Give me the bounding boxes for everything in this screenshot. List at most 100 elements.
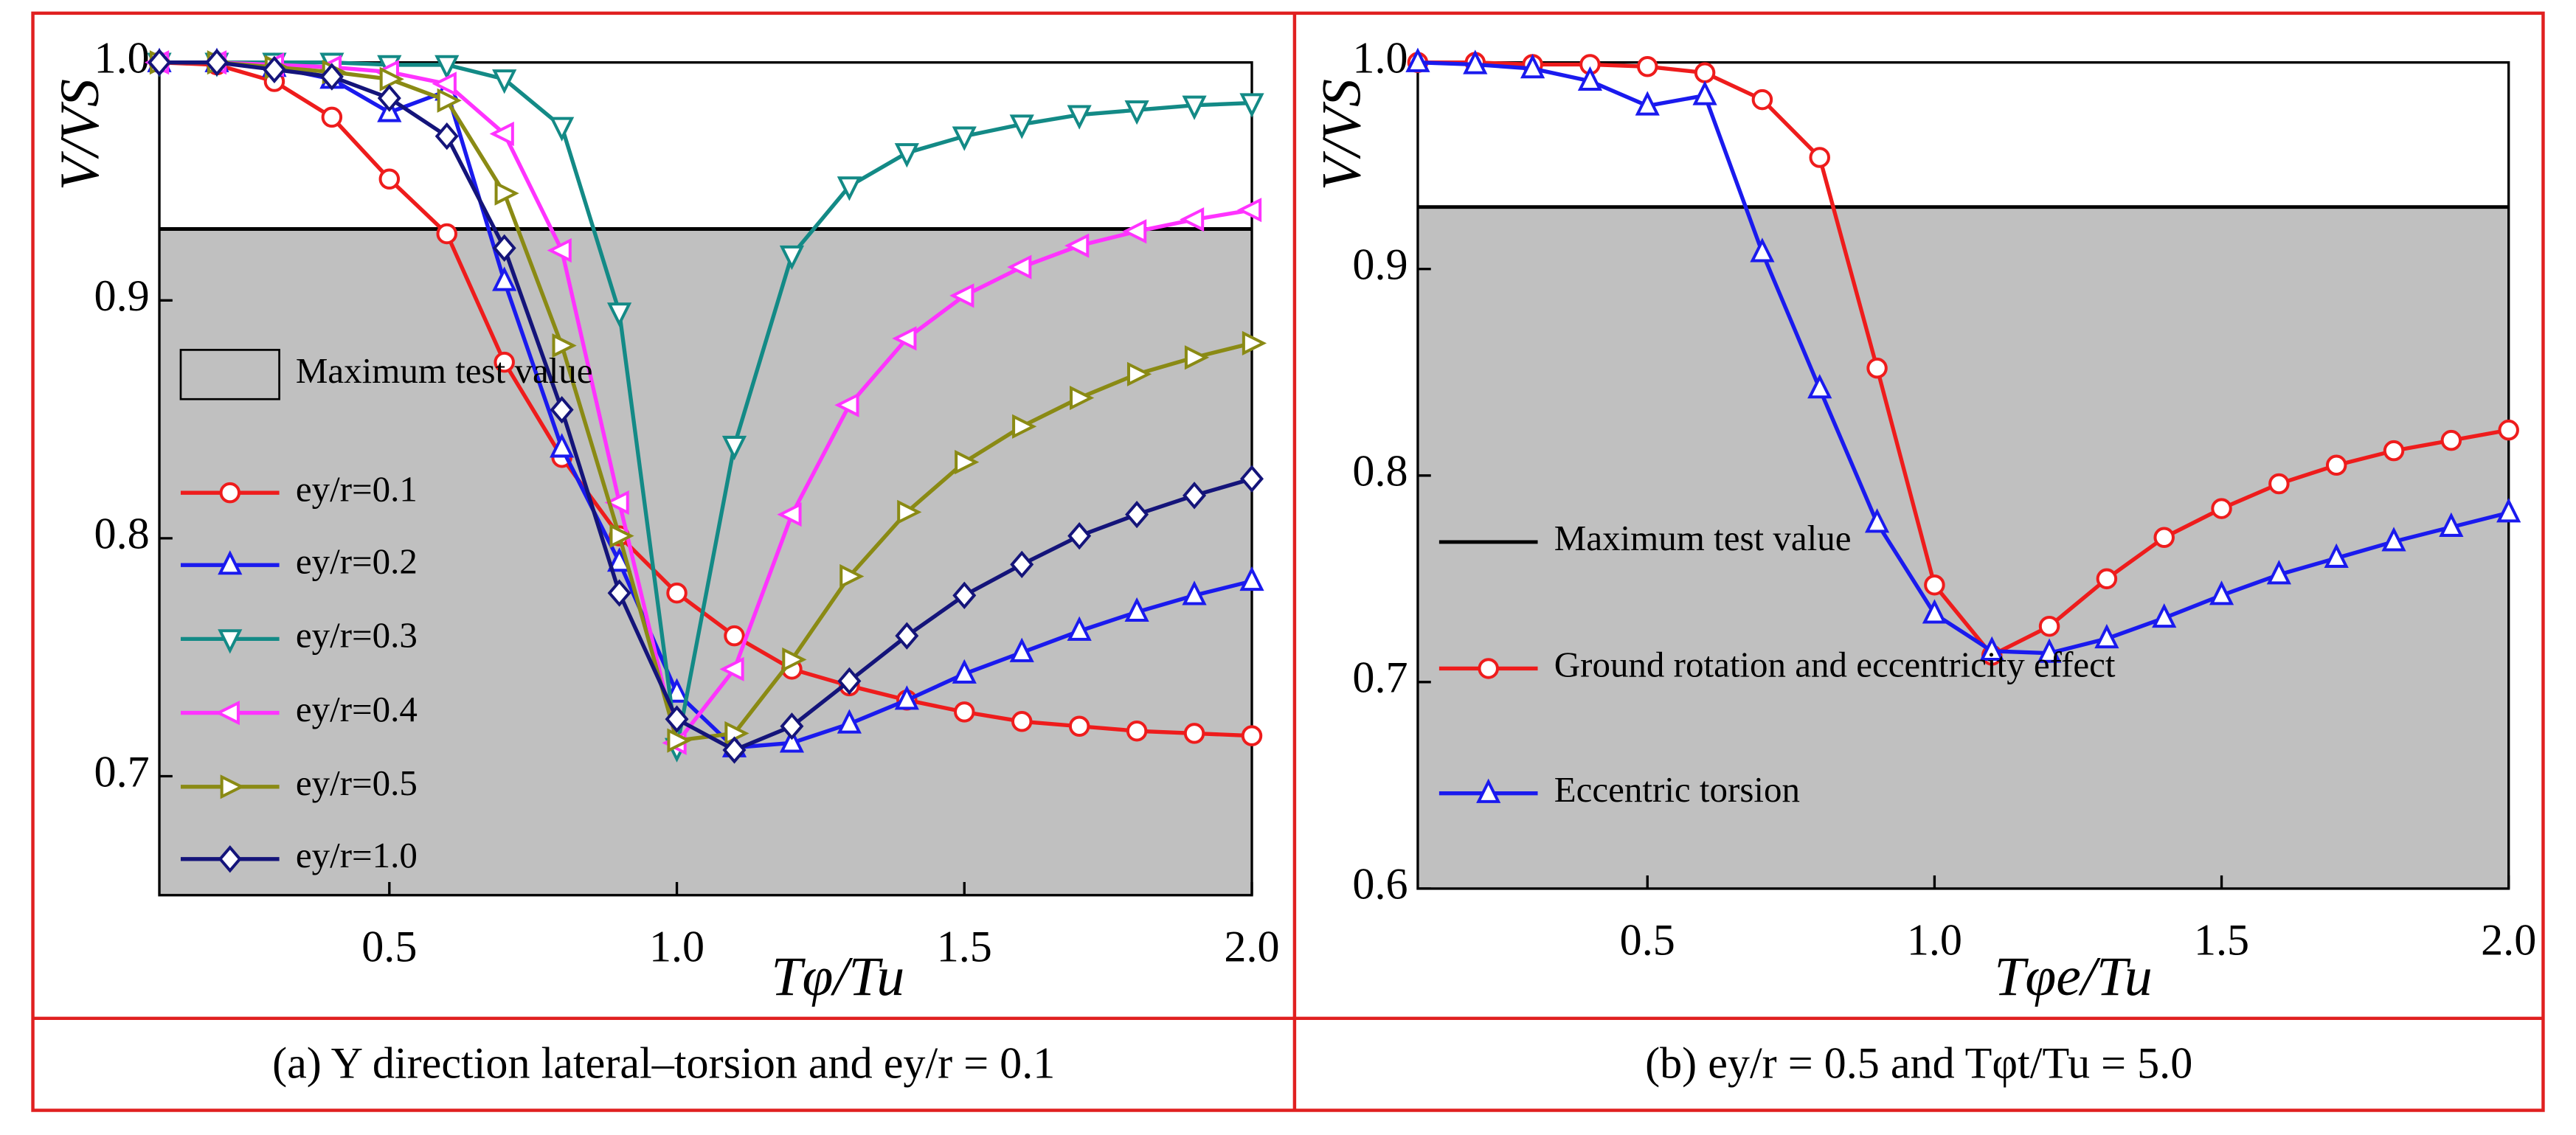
marker (218, 550, 243, 575)
y-axis-title: V/VS (1312, 79, 1373, 190)
marker (550, 433, 575, 458)
marker (1010, 550, 1034, 579)
caption: (b) ey/r = 0.5 and Tφt/Tu = 5.0 (1645, 1038, 2192, 1088)
y-axis-title: V/VS (49, 79, 111, 190)
threshold-region (1417, 206, 2509, 889)
marker (837, 176, 862, 201)
marker (897, 499, 922, 525)
legend-swatch (179, 349, 280, 400)
marker (489, 121, 514, 147)
marker (609, 524, 634, 549)
marker (949, 283, 974, 308)
x-tick-label: 0.5 (1620, 915, 1675, 965)
marker (1070, 385, 1095, 411)
series-line (159, 60, 1253, 752)
marker (894, 143, 919, 168)
marker (1068, 715, 1090, 737)
legend-label: ey/r=0.2 (296, 541, 418, 581)
marker (1122, 219, 1147, 244)
marker (378, 168, 401, 190)
legend-label: ey/r=0.5 (296, 763, 418, 803)
marker (1750, 237, 1775, 263)
legend-label: Eccentric torsion (1554, 769, 1800, 810)
marker (721, 435, 747, 461)
marker (550, 117, 575, 142)
y-tick-label: 0.8 (94, 510, 150, 559)
marker (1637, 56, 1658, 77)
marker (1240, 465, 1264, 493)
marker (204, 49, 229, 77)
marker (219, 482, 241, 504)
frame (31, 11, 2545, 1112)
marker (218, 629, 243, 654)
marker (1012, 414, 1037, 439)
marker (952, 581, 977, 609)
marker (954, 701, 975, 723)
series-line (1417, 60, 2510, 656)
marker (952, 659, 977, 684)
marker (148, 49, 172, 77)
marker (1183, 482, 1207, 510)
marker (2211, 498, 2232, 519)
y-tick-label: 0.9 (1352, 240, 1408, 290)
marker (1009, 114, 1034, 139)
marker (494, 181, 519, 206)
marker (1182, 580, 1207, 605)
x-axis-title: Tφ/Tu (771, 946, 904, 1007)
marker (2266, 560, 2291, 585)
x-tick-label: 0.5 (361, 922, 417, 971)
y-tick-label: 0.6 (1352, 860, 1408, 909)
x-tick-label: 1.0 (1907, 915, 1962, 965)
marker (665, 705, 689, 733)
x-tick-label: 1.5 (2194, 915, 2249, 965)
marker (2325, 454, 2347, 476)
marker (894, 685, 919, 710)
marker (837, 709, 862, 734)
marker (1924, 574, 1945, 596)
marker (547, 237, 572, 263)
marker (2383, 440, 2405, 462)
marker (1577, 66, 1603, 91)
legend-label: ey/r=0.3 (296, 615, 418, 656)
marker (321, 106, 343, 128)
marker (1864, 508, 1890, 533)
marker (1866, 357, 1888, 379)
marker (606, 302, 632, 327)
marker (955, 450, 980, 475)
marker (604, 490, 629, 516)
marker (1809, 147, 1830, 168)
marker (1124, 100, 1149, 125)
y-tick-label: 0.7 (94, 747, 150, 796)
marker (436, 223, 458, 245)
marker (952, 126, 977, 151)
marker (719, 656, 744, 681)
y-tick-label: 0.8 (1352, 447, 1408, 496)
x-axis-title: Tφe/Tu (1994, 946, 2152, 1007)
marker (1007, 254, 1032, 280)
marker (319, 63, 344, 91)
marker (2037, 638, 2062, 663)
marker (779, 245, 805, 271)
x-tick-label: 2.0 (1224, 922, 1279, 971)
marker (1125, 500, 1149, 529)
marker (492, 69, 517, 94)
marker (550, 396, 574, 424)
legend-label: Ground rotation and eccentricity effect (1554, 645, 2116, 685)
legend-label: Maximum test value (296, 350, 593, 391)
marker (492, 266, 517, 291)
marker (492, 234, 516, 262)
marker (1126, 720, 1148, 742)
x-tick-label: 1.0 (649, 922, 704, 971)
marker (1011, 711, 1033, 732)
marker (892, 326, 917, 351)
marker (1751, 88, 1773, 111)
marker (839, 563, 865, 589)
marker (434, 55, 460, 80)
marker (1520, 54, 1545, 79)
marker (1463, 49, 1488, 74)
marker (1183, 723, 1205, 744)
marker (1922, 599, 1947, 624)
marker (1979, 636, 2004, 661)
